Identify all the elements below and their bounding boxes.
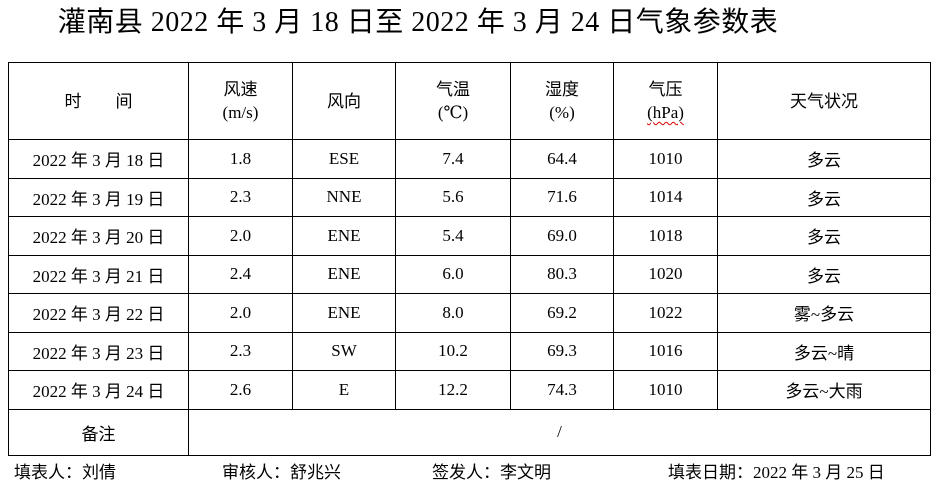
header-unit: (hPa) xyxy=(615,101,717,124)
humidity-cell: 69.2 xyxy=(510,293,614,333)
header-unit: (m/s) xyxy=(222,103,259,122)
date-cell: 2022 年 3 月 24 日 xyxy=(8,370,189,410)
column-header-wind-speed: 风速 (m/s) xyxy=(188,62,293,140)
humidity-cell: 74.3 xyxy=(510,370,614,410)
date-cell: 2022 年 3 月 21 日 xyxy=(8,254,189,294)
pressure-cell: 1020 xyxy=(613,254,718,294)
table-row: 2022 年 3 月 21 日 2.4 ENE 6.0 80.3 1020 多云 xyxy=(8,254,931,294)
page-title: 灌南县 2022 年 3 月 18 日至 2022 年 3 月 24 日气象参数… xyxy=(57,7,779,38)
header-label: 气压 xyxy=(648,80,683,99)
weather-condition-cell: 多云 xyxy=(717,216,931,256)
filled-by: 填表人：刘倩 xyxy=(14,463,116,482)
pressure-cell: 1022 xyxy=(613,293,718,333)
temperature-cell: 10.2 xyxy=(395,331,511,371)
date-cell: 2022 年 3 月 19 日 xyxy=(8,177,189,217)
weather-condition-cell: 雾~多云 xyxy=(717,293,931,333)
wind-speed-cell: 2.4 xyxy=(188,254,293,294)
table-row: 2022 年 3 月 24 日 2.6 E 12.2 74.3 1010 多云~大雨 xyxy=(8,370,931,410)
weather-condition-cell: 多云~晴 xyxy=(717,331,931,371)
column-header-pressure: 气压 (hPa) xyxy=(613,62,718,140)
wind-direction-cell: ENE xyxy=(292,254,396,294)
temperature-cell: 7.4 xyxy=(395,139,511,179)
pressure-cell: 1018 xyxy=(613,216,718,256)
wind-direction-cell: ENE xyxy=(292,293,396,333)
table-row: 2022 年 3 月 23 日 2.3 SW 10.2 69.3 1016 多云~晴 xyxy=(8,331,931,371)
column-header-weather-condition: 天气状况 xyxy=(717,62,931,140)
column-header-wind-direction: 风向 xyxy=(292,62,396,140)
weather-condition-cell: 多云~大雨 xyxy=(717,370,931,410)
temperature-cell: 12.2 xyxy=(395,370,511,410)
humidity-cell: 64.4 xyxy=(510,139,614,179)
humidity-cell: 69.0 xyxy=(510,216,614,256)
table-row: 2022 年 3 月 19 日 2.3 NNE 5.6 71.6 1014 多云 xyxy=(8,177,931,217)
wind-direction-cell: ENE xyxy=(292,216,396,256)
header-label: 气温 xyxy=(436,80,470,99)
header-label: 天气状况 xyxy=(790,91,858,111)
temperature-cell: 8.0 xyxy=(395,293,511,333)
date-cell: 2022 年 3 月 18 日 xyxy=(8,139,189,179)
wind-direction-cell: SW xyxy=(292,331,396,371)
wind-direction-cell: E xyxy=(292,370,396,410)
date-cell: 2022 年 3 月 20 日 xyxy=(8,216,189,256)
humidity-cell: 80.3 xyxy=(510,254,614,294)
wind-speed-cell: 2.0 xyxy=(188,216,293,256)
humidity-cell: 69.3 xyxy=(510,331,614,371)
table-row: 2022 年 3 月 18 日 1.8 ESE 7.4 64.4 1010 多云 xyxy=(8,139,931,179)
header-label: 湿度 xyxy=(545,80,579,99)
pressure-cell: 1010 xyxy=(613,370,718,410)
column-header-date: 时 间 xyxy=(8,62,189,140)
weather-condition-cell: 多云 xyxy=(717,139,931,179)
weather-condition-cell: 多云 xyxy=(717,254,931,294)
header-row: 时 间 风速 (m/s) 风向 气温 (℃) 湿度 (%) 气压 (hPa) 天气状况 xyxy=(8,62,931,140)
temperature-cell: 5.6 xyxy=(395,177,511,217)
column-header-temperature: 气温 (℃) xyxy=(395,62,511,140)
wind-speed-cell: 2.3 xyxy=(188,331,293,371)
header-unit: (℃) xyxy=(437,103,469,122)
remark-label-cell: 备注 xyxy=(8,408,189,456)
header-label: 风向 xyxy=(327,91,361,111)
header-label: 时 间 xyxy=(64,91,133,111)
wind-direction-cell: NNE xyxy=(292,177,396,217)
pressure-cell: 1016 xyxy=(613,331,718,371)
humidity-cell: 71.6 xyxy=(510,177,614,217)
remark-value-cell: / xyxy=(188,408,931,456)
date-cell: 2022 年 3 月 23 日 xyxy=(8,331,189,371)
table-row: 2022 年 3 月 20 日 2.0 ENE 5.4 69.0 1018 多云 xyxy=(8,216,931,256)
wind-speed-cell: 2.0 xyxy=(188,293,293,333)
fill-date: 填表日期：2022 年 3 月 25 日 xyxy=(668,463,885,482)
reviewed-by: 审核人：舒兆兴 xyxy=(222,463,341,482)
date-cell: 2022 年 3 月 22 日 xyxy=(8,293,189,333)
header-unit: (%) xyxy=(549,103,575,122)
issued-by: 签发人：李文明 xyxy=(432,463,551,482)
weather-condition-cell: 多云 xyxy=(717,177,931,217)
spellcheck-underline: (hPa) xyxy=(647,103,684,122)
wind-speed-cell: 2.6 xyxy=(188,370,293,410)
column-header-humidity: 湿度 (%) xyxy=(510,62,614,140)
header-label: 风速 xyxy=(223,80,258,99)
remark-row: 备注 / xyxy=(8,408,931,456)
pressure-cell: 1010 xyxy=(613,139,718,179)
table-row: 2022 年 3 月 22 日 2.0 ENE 8.0 69.2 1022 雾~多云 xyxy=(8,293,931,333)
weather-table: 时 间 风速 (m/s) 风向 气温 (℃) 湿度 (%) 气压 (hPa) 天气状况 2022 年… xyxy=(8,62,931,456)
signature-line: 填表人：刘倩 审核人：舒兆兴 签发人：李文明 填表日期：2022 年 3 月 2… xyxy=(0,460,938,488)
temperature-cell: 5.4 xyxy=(395,216,511,256)
pressure-cell: 1014 xyxy=(613,177,718,217)
wind-direction-cell: ESE xyxy=(292,139,396,179)
wind-speed-cell: 2.3 xyxy=(188,177,293,217)
temperature-cell: 6.0 xyxy=(395,254,511,294)
wind-speed-cell: 1.8 xyxy=(188,139,293,179)
